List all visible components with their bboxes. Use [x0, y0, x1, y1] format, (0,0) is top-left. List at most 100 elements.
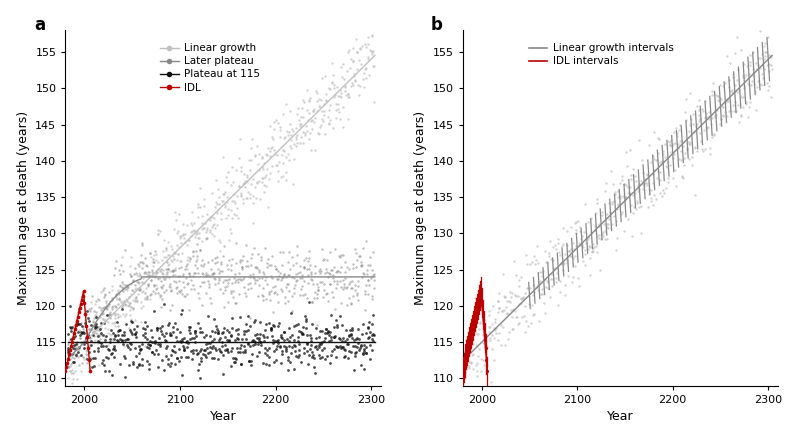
- Legend: Linear growth intervals, IDL intervals: Linear growth intervals, IDL intervals: [525, 39, 678, 70]
- Point: [274, 276, 287, 283]
- Point: [566, 239, 579, 246]
- Point: [291, 338, 304, 345]
- Point: [648, 191, 661, 198]
- Point: [242, 341, 254, 348]
- Point: [70, 338, 83, 345]
- Point: [102, 367, 115, 374]
- Point: [152, 363, 165, 370]
- Point: [150, 269, 162, 276]
- Point: [61, 350, 74, 357]
- Point: [62, 392, 74, 400]
- Point: [255, 291, 268, 298]
- Point: [345, 330, 358, 337]
- Point: [310, 325, 322, 332]
- Point: [526, 259, 539, 266]
- Point: [148, 339, 161, 346]
- Point: [73, 327, 86, 334]
- Point: [107, 302, 120, 309]
- Point: [113, 295, 126, 302]
- Point: [191, 200, 204, 207]
- Point: [192, 213, 205, 220]
- Point: [260, 150, 273, 158]
- Point: [63, 356, 76, 363]
- Point: [224, 261, 237, 268]
- Point: [256, 178, 269, 185]
- Point: [98, 304, 110, 311]
- Point: [239, 195, 252, 202]
- Point: [326, 348, 338, 355]
- Point: [464, 332, 477, 339]
- Point: [162, 261, 174, 268]
- Point: [362, 333, 375, 340]
- Point: [697, 148, 710, 155]
- Point: [277, 249, 290, 256]
- Point: [706, 134, 718, 141]
- Point: [341, 335, 354, 342]
- Point: [262, 203, 274, 210]
- Point: [476, 332, 489, 339]
- Point: [341, 341, 354, 348]
- Point: [314, 121, 327, 128]
- Point: [655, 157, 668, 164]
- Point: [650, 157, 662, 164]
- Point: [75, 329, 88, 336]
- Point: [87, 332, 100, 339]
- Point: [286, 343, 298, 350]
- Point: [246, 136, 258, 143]
- Point: [195, 329, 208, 336]
- Point: [302, 98, 315, 105]
- Point: [583, 254, 596, 261]
- Point: [102, 319, 114, 326]
- Point: [469, 313, 482, 320]
- Point: [238, 179, 250, 186]
- Point: [135, 298, 148, 305]
- Point: [738, 82, 750, 89]
- Point: [153, 334, 166, 341]
- Point: [575, 240, 588, 247]
- Point: [222, 299, 234, 306]
- Point: [634, 229, 647, 236]
- Point: [643, 191, 656, 198]
- Point: [85, 322, 98, 329]
- Point: [94, 319, 107, 326]
- Point: [574, 227, 586, 234]
- Point: [191, 269, 204, 276]
- Point: [654, 159, 667, 166]
- Y-axis label: Maximum age at death (years): Maximum age at death (years): [17, 111, 30, 305]
- Point: [67, 370, 80, 377]
- Point: [200, 234, 213, 241]
- Point: [98, 285, 110, 292]
- Point: [335, 94, 348, 101]
- Point: [141, 295, 154, 302]
- Point: [113, 335, 126, 342]
- Point: [689, 191, 702, 198]
- Point: [306, 352, 319, 359]
- Point: [263, 319, 276, 326]
- Point: [759, 48, 772, 55]
- Point: [627, 204, 640, 211]
- Point: [280, 169, 293, 176]
- Point: [190, 247, 202, 254]
- Point: [91, 345, 104, 352]
- Point: [606, 220, 618, 227]
- Point: [232, 325, 245, 332]
- Point: [86, 329, 99, 336]
- Point: [119, 374, 132, 381]
- Point: [75, 296, 88, 303]
- Point: [700, 114, 713, 121]
- Point: [164, 283, 177, 290]
- Point: [181, 337, 194, 345]
- Point: [610, 218, 622, 225]
- Point: [362, 324, 374, 331]
- Point: [597, 220, 610, 227]
- Point: [222, 236, 235, 243]
- Point: [360, 24, 373, 31]
- Point: [74, 319, 87, 326]
- Point: [218, 277, 231, 284]
- Point: [300, 341, 313, 348]
- Point: [103, 336, 116, 343]
- Point: [511, 292, 524, 299]
- Point: [96, 310, 109, 317]
- Point: [577, 244, 590, 251]
- Point: [694, 138, 707, 145]
